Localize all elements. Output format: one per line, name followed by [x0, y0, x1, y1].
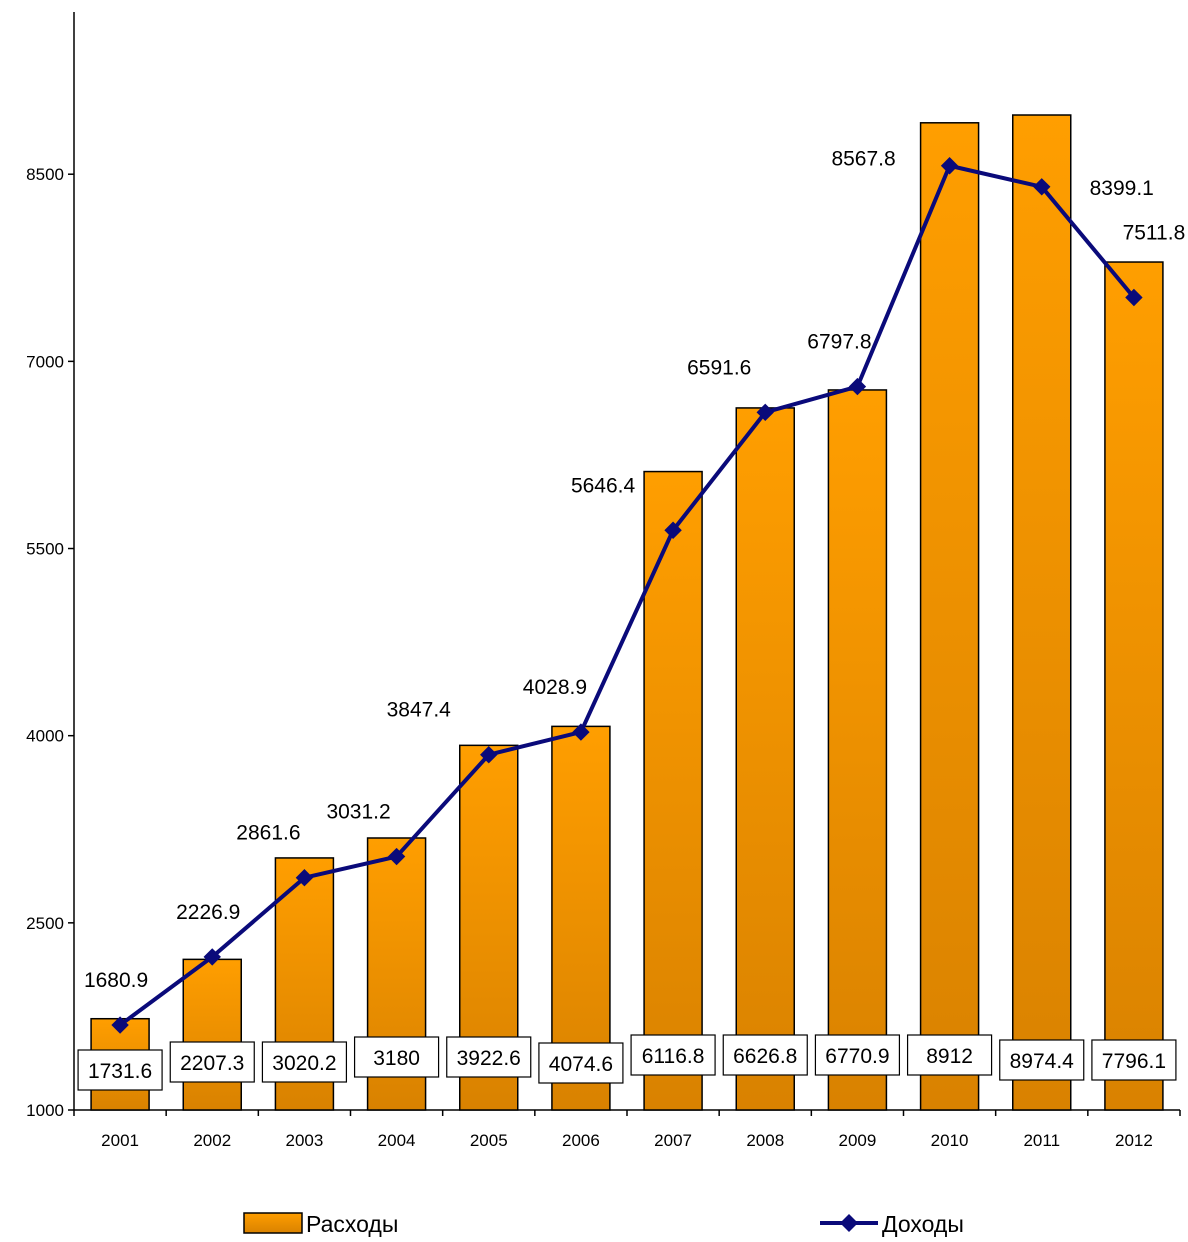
line-point: [203, 948, 221, 966]
bar-value-box: [814, 1034, 901, 1076]
x-tick-label: 2010: [931, 1131, 969, 1150]
x-tick-label: 2007: [654, 1131, 692, 1150]
line-value-label: 2861.6: [236, 822, 300, 845]
x-tick-label: 2001: [101, 1131, 139, 1150]
bar-value-box: [722, 1034, 808, 1076]
bar: [643, 470, 703, 1111]
bar: [919, 122, 980, 1111]
x-tick-label: 2008: [746, 1131, 784, 1150]
line-value-label: 8567.8: [831, 148, 895, 171]
bar: [1012, 114, 1072, 1111]
bar-value-box: [538, 1042, 624, 1084]
x-tick-label: 2002: [193, 1131, 231, 1150]
line-point: [664, 521, 682, 539]
bar-value-label: 2207.3: [180, 1052, 244, 1075]
line-point: [940, 157, 959, 175]
x-tick-label: 2004: [378, 1131, 416, 1150]
legend-line-marker: [840, 1214, 858, 1232]
line-value-label: 4028.9: [523, 676, 587, 699]
bar-value-box: [261, 1041, 348, 1083]
x-tick-label: 2006: [562, 1131, 600, 1150]
bar-value-box: [999, 1039, 1085, 1081]
line-point: [756, 403, 774, 422]
income-polyline: [118, 163, 1136, 1027]
y-tick-label: 7000: [26, 352, 64, 371]
bar-value-label: 6770.9: [825, 1045, 889, 1068]
bar-labels: 1731.6 2207.3 3020.2 3180 3922.6 4074.6 6116.8…: [77, 1034, 1177, 1091]
line-point: [295, 869, 314, 887]
bar-value-label: 4074.6: [549, 1053, 613, 1076]
bar-value-label: 1731.6: [88, 1060, 152, 1083]
line-value-label: 2226.9: [176, 901, 240, 924]
bar-value-box: [169, 1041, 255, 1083]
bar-value-label: 6116.8: [642, 1045, 705, 1068]
bar-value-label: 6626.8: [733, 1045, 797, 1068]
bar-value-box: [353, 1036, 440, 1078]
line-labels: 1680.9 2226.9 2861.6 3031.2 3847.4 4028.9 5646…: [84, 148, 1185, 992]
legend-bar-label: Расходы: [306, 1211, 398, 1237]
y-tick-label: 8500: [26, 165, 64, 184]
line-point: [111, 1016, 129, 1034]
legend-bar-swatch: [243, 1212, 303, 1234]
bar-value-label: 3922.6: [457, 1047, 521, 1070]
line-point: [1033, 178, 1051, 196]
line-value-label: 6797.8: [807, 331, 871, 354]
y-tick-label: 1000: [26, 1101, 64, 1120]
x-tick-label: 2003: [286, 1131, 324, 1150]
legend: Расходы Доходы: [243, 1211, 964, 1237]
bar-value-box: [77, 1049, 163, 1091]
x-tick-label: 2011: [1023, 1131, 1060, 1150]
line-value-label: 6591.6: [687, 356, 751, 379]
axes: 1000 2500 4000 5500 7000 8500 2001 2002 2003 2004…: [26, 12, 1181, 1150]
legend-line-label: Доходы: [882, 1211, 964, 1237]
bar-value-box: [1091, 1039, 1177, 1081]
x-tick-label: 2009: [839, 1131, 877, 1150]
bar-value-label: 3180: [373, 1047, 420, 1070]
y-tick-label: 2500: [26, 914, 64, 933]
bar-value-box: [446, 1036, 532, 1078]
line-value-label: 1680.9: [84, 969, 148, 992]
y-tick-label: 5500: [26, 540, 64, 559]
bar: [827, 389, 888, 1111]
bar: [182, 958, 242, 1111]
line-value-label: 8399.1: [1090, 177, 1154, 200]
line-value-label: 7511.8: [1123, 222, 1186, 245]
x-tick-label: 2012: [1115, 1131, 1153, 1150]
y-tick-label: 4000: [26, 727, 64, 746]
line-point: [848, 377, 867, 396]
bar-value-label: 7796.1: [1102, 1050, 1166, 1073]
bar-value-label: 8912: [926, 1045, 973, 1068]
bar: [735, 407, 795, 1111]
line-value-label: 3031.2: [326, 801, 390, 824]
bar: [1104, 261, 1164, 1111]
line-point: [480, 746, 498, 764]
x-tick-label: 2005: [470, 1131, 508, 1150]
line-point: [387, 847, 406, 866]
bar-value-box: [630, 1034, 716, 1076]
line-point: [1125, 288, 1143, 307]
income-line: [111, 157, 1143, 1034]
line-point: [572, 723, 590, 741]
bar-value-label: 8974.4: [1010, 1050, 1075, 1073]
bars: [90, 114, 1164, 1111]
line-value-label: 3847.4: [387, 699, 452, 722]
bar-value-label: 3020.2: [272, 1052, 336, 1075]
line-value-label: 5646.4: [571, 474, 636, 497]
bar-value-box: [906, 1034, 993, 1076]
